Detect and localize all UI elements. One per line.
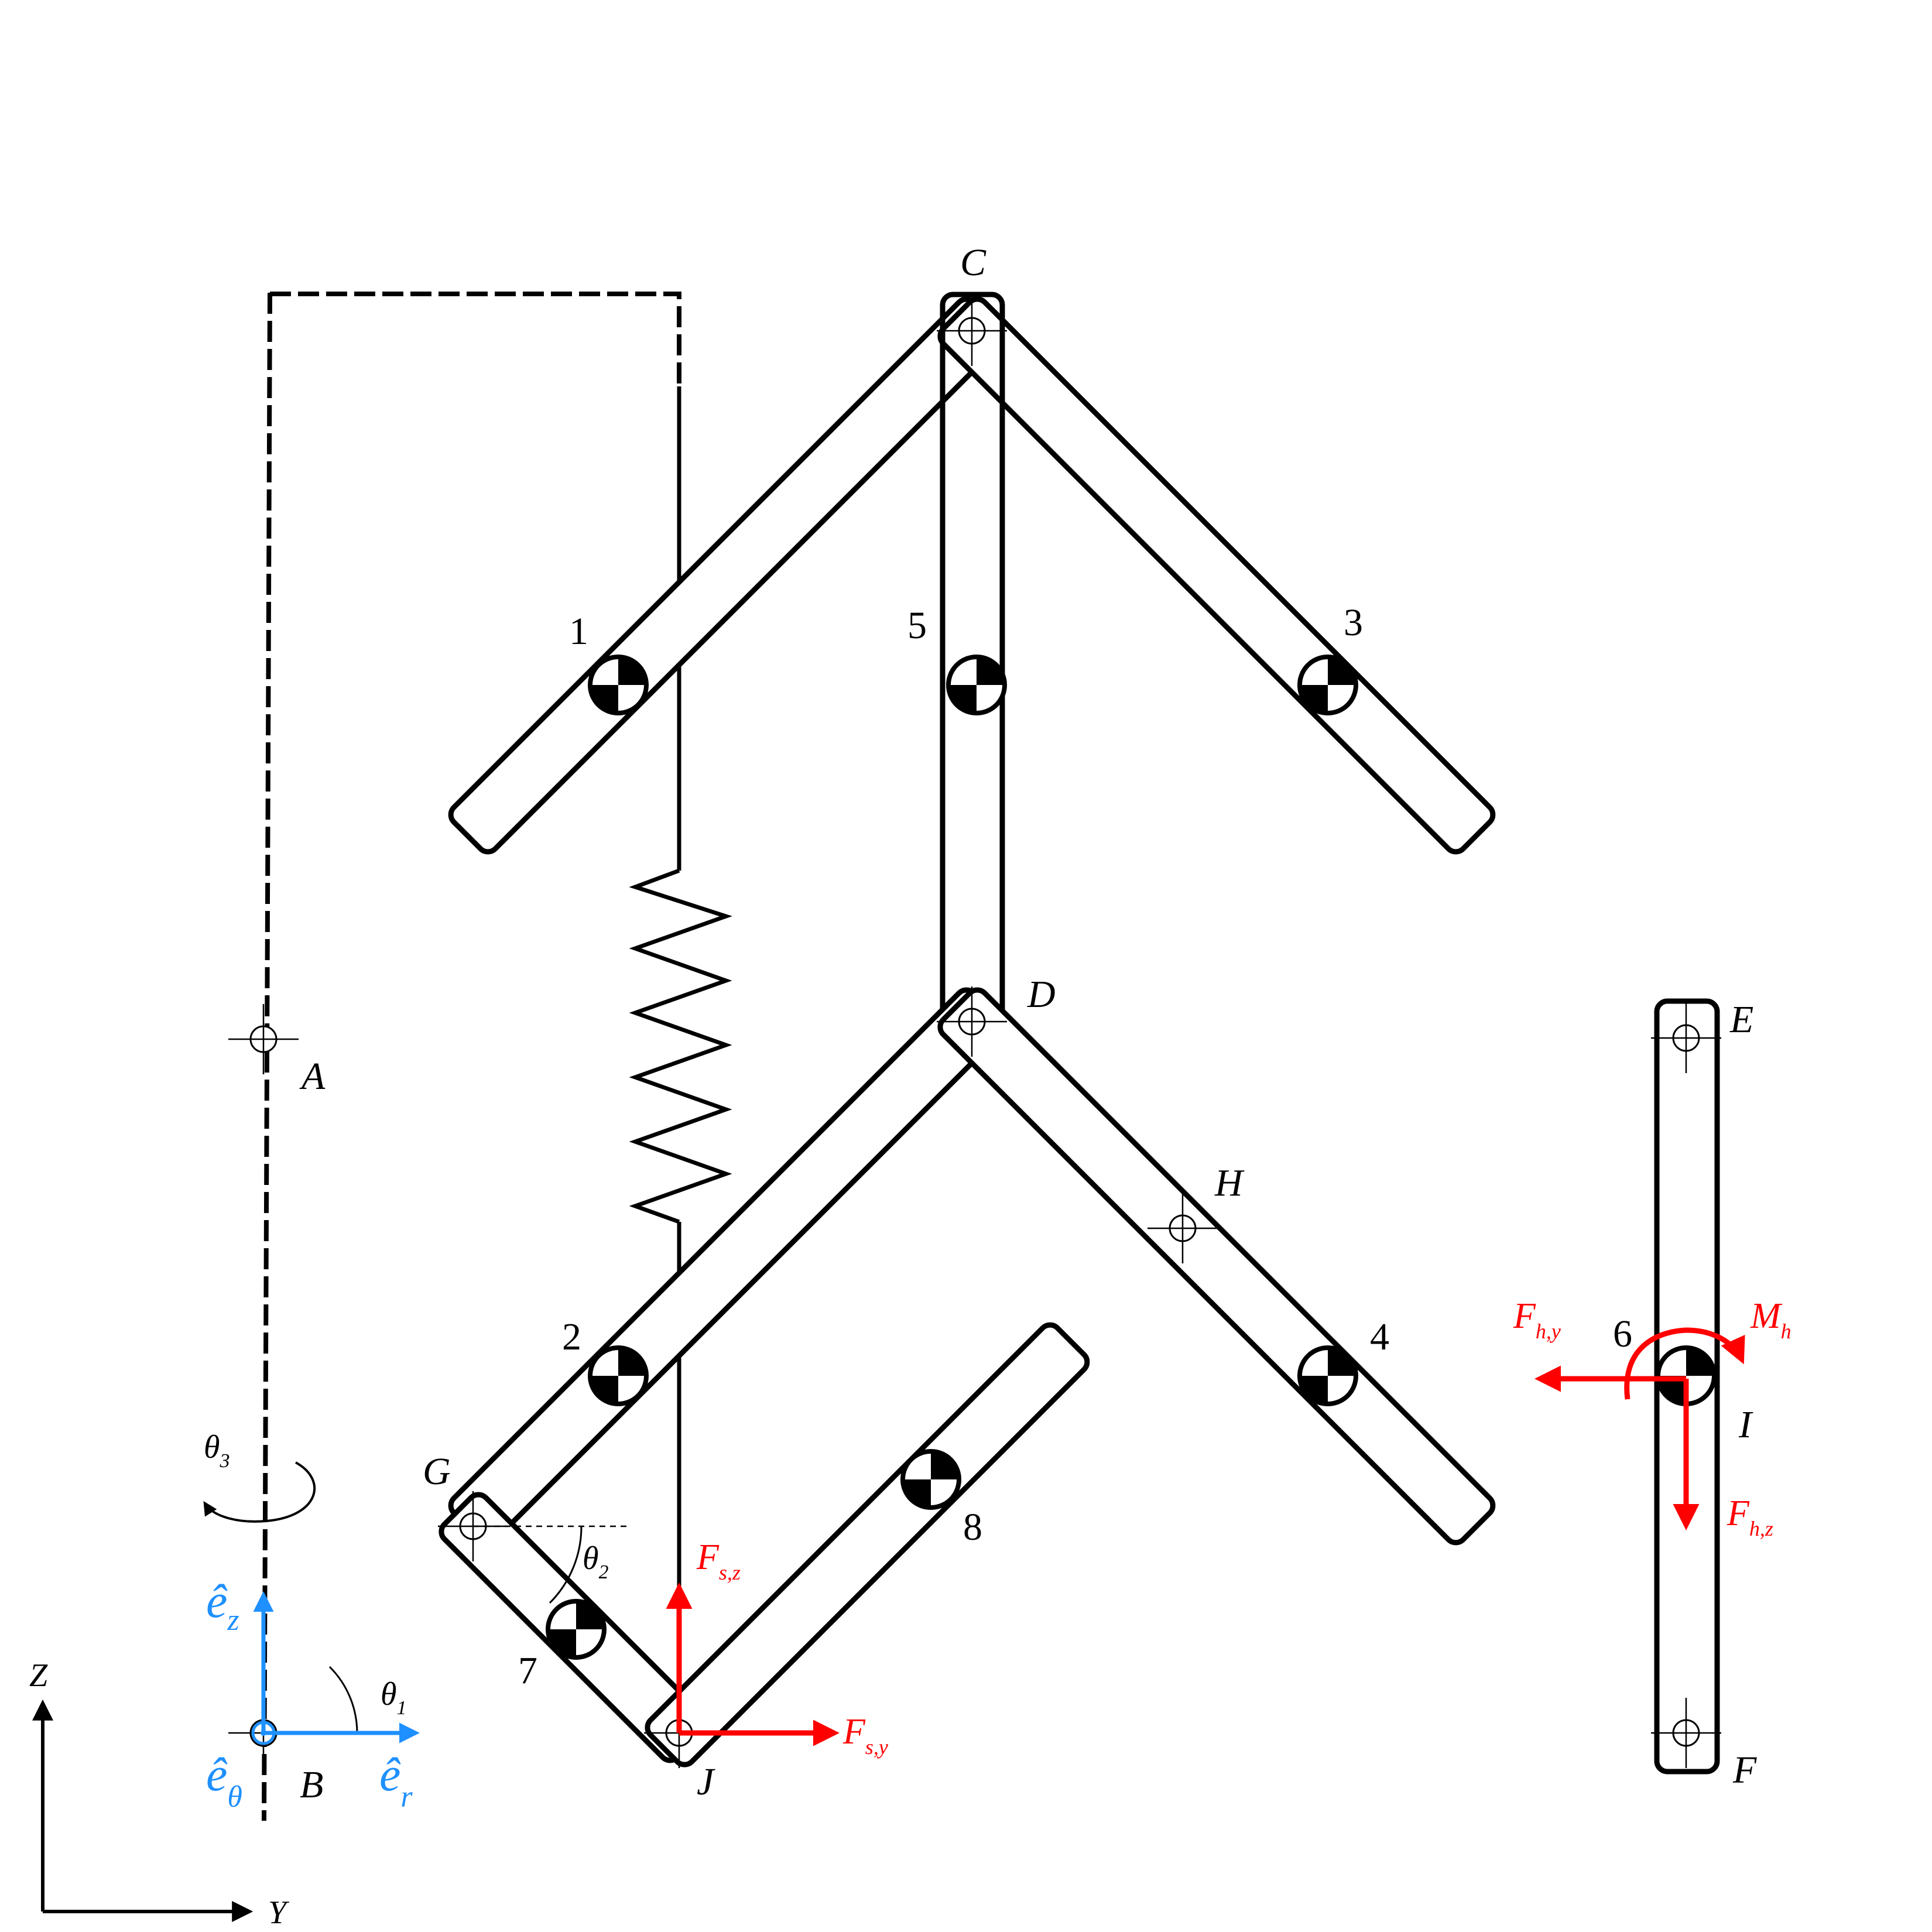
com-link-6-icon: [1656, 1345, 1717, 1406]
forces: [666, 1327, 1745, 1746]
joints-layer: [228, 296, 1721, 1768]
theta1-arc: [328, 1666, 358, 1734]
angle-annotations: [203, 1461, 626, 1734]
label-I: I: [1738, 1403, 1753, 1446]
link-8-label: 8: [963, 1506, 982, 1549]
etheta-out-of-plane-icon: [251, 1721, 276, 1745]
theta3-rotation-arrow: [203, 1461, 316, 1523]
spring-coil: [629, 868, 732, 1224]
dashed-axis: [262, 292, 272, 1821]
link-number-labels: 1 5 3 2 4 6 8 7: [518, 601, 1632, 1692]
joint-E: [1651, 1003, 1721, 1073]
global-frame: Z Y: [29, 1657, 290, 1931]
label-E: E: [1729, 998, 1753, 1041]
link-3-bar: [937, 296, 1496, 855]
link-7-label: 7: [518, 1649, 537, 1692]
com-link-2-icon: [588, 1345, 649, 1406]
joint-F: [1651, 1698, 1721, 1768]
label-B: B: [300, 1763, 323, 1806]
links-layer: [439, 292, 1720, 1775]
link-6-bar: [1654, 998, 1720, 1775]
label-C: C: [960, 241, 986, 284]
etheta-label: êθ: [206, 1748, 242, 1814]
fsz-label: Fs,z: [696, 1537, 741, 1584]
label-A: A: [299, 1055, 326, 1098]
global-y-label: Y: [268, 1895, 290, 1931]
joint-D: [937, 986, 1007, 1057]
link-6-label: 6: [1613, 1313, 1632, 1355]
ez-label: êz: [206, 1574, 239, 1637]
link-5-label: 5: [907, 604, 927, 647]
com-link-1-icon: [588, 655, 649, 715]
com-link-7-icon: [546, 1599, 607, 1660]
link-8-bar: [645, 1322, 1090, 1767]
joint-H: [1147, 1193, 1218, 1263]
fsy-label: Fs,y: [842, 1712, 888, 1759]
point-labels: C A D E H I G B J F: [299, 241, 1757, 1806]
fhz-label: Fh,z: [1727, 1493, 1773, 1540]
mh-label: Mh: [1750, 1296, 1791, 1343]
joint-A: [228, 1004, 299, 1074]
theta2-label: θ2: [583, 1540, 609, 1583]
label-D: D: [1027, 973, 1056, 1016]
unit-vector-labels: êz êθ êr: [206, 1574, 413, 1814]
fhy-label: Fh,y: [1513, 1296, 1561, 1343]
com-link-5-icon: [946, 655, 1007, 715]
link-2-label: 2: [562, 1316, 581, 1358]
com-link-3-icon: [1297, 655, 1358, 715]
dashed-frame-top: [270, 292, 681, 386]
com-link-4-icon: [1297, 1345, 1358, 1406]
label-G: G: [423, 1450, 451, 1493]
com-layer: [546, 655, 1717, 1660]
unit-vectors: [251, 1591, 420, 1745]
link-1-bar: [448, 296, 1006, 855]
theta1-label: θ1: [381, 1676, 407, 1719]
label-F: F: [1732, 1749, 1757, 1791]
reference-frame-dashed: [262, 292, 681, 1821]
link-1-label: 1: [569, 610, 588, 653]
force-labels: Fs,z Fs,y Fh,y Fh,z Mh: [696, 1296, 1791, 1759]
label-J: J: [697, 1760, 715, 1803]
link-4-label: 4: [1370, 1316, 1389, 1358]
link-4-bar: [937, 987, 1496, 1546]
global-z-label: Z: [29, 1657, 48, 1694]
label-H: H: [1214, 1162, 1245, 1204]
angle-labels: θ1 θ2 θ3: [204, 1429, 609, 1719]
er-label: êr: [379, 1748, 413, 1814]
theta3-label: θ3: [204, 1429, 230, 1472]
joint-C: [937, 296, 1007, 366]
theta2-arc: [549, 1526, 583, 1604]
mh-moment-arrow: [1624, 1327, 1745, 1400]
etheta-dot: [261, 1730, 266, 1736]
link-3-label: 3: [1344, 601, 1363, 644]
com-link-8-icon: [900, 1449, 961, 1510]
